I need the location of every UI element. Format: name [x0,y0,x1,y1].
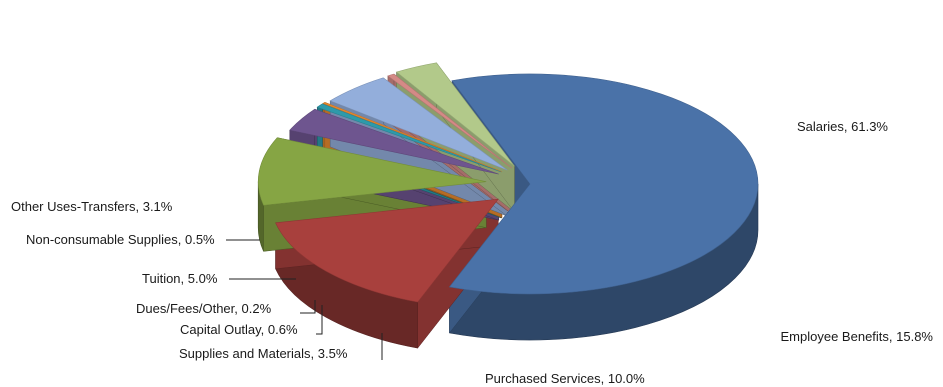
data-label-dues-fees-other: Dues/Fees/Other, 0.2% [136,301,272,316]
slice-supplies-and-materials [289,108,499,175]
slice-non-consumable-supplies [387,73,513,169]
data-label-employee-benefits: Employee Benefits, 15.8% [781,329,934,344]
data-label-purchased-services: Purchased Services, 10.0% [485,371,645,386]
data-label-non-consumable-supplies: Non-consumable Supplies, 0.5% [26,232,215,247]
slice-other-uses-transfers [395,62,515,167]
slice-employee-benefits [275,198,499,303]
data-label-other-uses-transfers: Other Uses-Transfers, 3.1% [11,199,173,214]
leader-line-capital-outlay [316,305,323,335]
slice-capital-outlay [316,103,502,173]
data-label-capital-outlay: Capital Outlay, 0.6% [180,322,298,337]
slice-dues-fees-other [322,102,503,172]
slice-salaries [448,73,759,295]
pie-tops [257,62,759,303]
data-label-supplies-and-materials: Supplies and Materials, 3.5% [179,346,348,361]
slice-purchased-services [257,137,487,206]
slice-tuition [329,77,508,171]
data-label-tuition: Tuition, 5.0% [142,271,218,286]
data-label-salaries: Salaries, 61.3% [797,119,888,134]
leader-line-dues-fees-other [300,300,316,314]
